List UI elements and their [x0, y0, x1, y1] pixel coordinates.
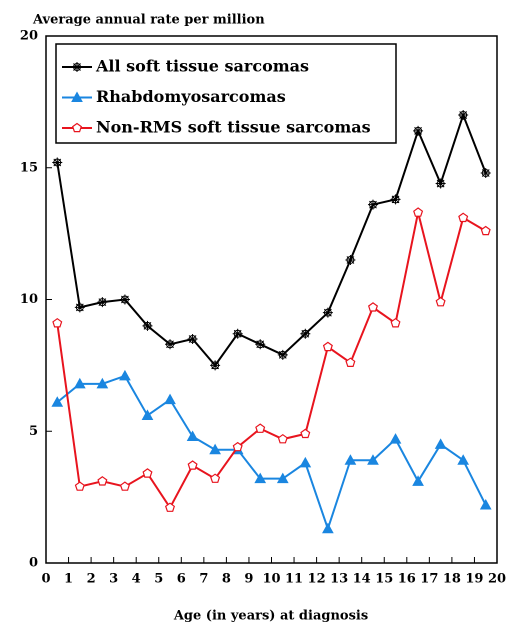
marker — [71, 122, 83, 133]
x-tick-label: 3 — [109, 572, 118, 587]
x-tick-label: 0 — [41, 572, 50, 587]
marker — [300, 428, 311, 439]
marker — [322, 522, 334, 534]
x-tick-label: 5 — [154, 572, 163, 587]
marker — [51, 396, 64, 407]
marker — [52, 317, 63, 328]
marker — [52, 157, 63, 168]
series-line — [56, 212, 487, 510]
marker — [389, 433, 402, 444]
legend-label: All soft tissue sarcomas — [95, 57, 309, 76]
y-tick-label: 15 — [20, 160, 38, 175]
x-tick-label: 17 — [420, 572, 438, 587]
marker — [367, 302, 379, 312]
marker — [458, 212, 469, 223]
marker — [210, 473, 221, 483]
x-tick-label: 6 — [177, 572, 186, 587]
marker — [435, 178, 446, 189]
marker — [390, 194, 401, 205]
marker — [209, 443, 221, 455]
marker — [435, 296, 446, 307]
marker — [345, 254, 356, 265]
x-tick-label: 20 — [488, 572, 506, 587]
marker — [186, 430, 199, 442]
x-tick-label: 11 — [285, 572, 303, 587]
x-tick-label: 16 — [398, 572, 416, 587]
x-tick-label: 8 — [222, 572, 231, 587]
marker — [277, 349, 288, 360]
marker — [458, 110, 469, 121]
marker — [164, 393, 176, 405]
marker — [300, 328, 311, 339]
marker — [390, 317, 401, 328]
y-tick-label: 20 — [20, 29, 38, 44]
marker — [165, 339, 176, 350]
marker — [73, 377, 86, 389]
marker — [187, 334, 198, 345]
x-tick-label: 10 — [262, 572, 280, 587]
x-tick-label: 9 — [244, 572, 253, 587]
marker — [367, 199, 378, 210]
x-tick-label: 15 — [375, 572, 393, 587]
marker — [72, 62, 82, 72]
marker — [412, 475, 424, 486]
x-tick-label: 14 — [353, 572, 371, 587]
x-tick-label: 18 — [443, 572, 461, 587]
y-tick-label: 0 — [29, 556, 38, 571]
y-tick-label: 10 — [20, 292, 38, 307]
legend-label: Non-RMS soft tissue sarcomas — [96, 118, 371, 137]
marker — [434, 438, 447, 449]
x-tick-label: 4 — [132, 572, 141, 587]
marker — [164, 502, 176, 512]
marker — [413, 207, 424, 217]
marker — [322, 307, 333, 318]
marker — [97, 476, 108, 486]
marker — [276, 472, 289, 484]
marker — [232, 441, 243, 452]
marker — [413, 125, 424, 136]
marker — [119, 369, 131, 381]
marker — [232, 328, 243, 339]
marker — [322, 341, 333, 352]
series-line — [56, 112, 487, 367]
x-tick-label: 12 — [308, 572, 326, 587]
marker — [255, 423, 266, 433]
marker — [345, 357, 356, 367]
legend-label: Rhabdomyosarcomas — [96, 87, 286, 106]
x-tick-label: 13 — [330, 572, 348, 587]
marker — [97, 297, 108, 308]
marker — [71, 91, 83, 102]
marker — [255, 339, 266, 350]
marker — [299, 456, 312, 468]
marker — [74, 302, 85, 313]
x-tick-label: 19 — [465, 572, 483, 587]
marker — [96, 377, 109, 389]
marker — [119, 481, 130, 491]
marker — [479, 499, 492, 510]
marker — [277, 433, 288, 444]
marker — [344, 454, 357, 465]
marker — [254, 472, 267, 484]
marker — [141, 409, 154, 420]
marker — [480, 225, 491, 236]
legend-box — [55, 43, 397, 144]
x-tick-label: 1 — [64, 572, 73, 587]
x-axis-label: Age (in years) at diagnosis — [173, 609, 368, 624]
chart-title: Average annual rate per million — [32, 13, 265, 28]
marker — [142, 320, 153, 331]
x-tick-label: 2 — [87, 572, 96, 587]
marker — [480, 168, 491, 179]
marker — [119, 294, 130, 305]
series-line — [56, 374, 487, 532]
marker — [187, 460, 198, 470]
marker — [210, 360, 221, 371]
marker — [74, 481, 85, 491]
marker — [457, 454, 470, 465]
y-tick-label: 5 — [29, 424, 38, 439]
marker — [142, 468, 153, 478]
marker — [367, 454, 379, 465]
x-tick-label: 7 — [199, 572, 208, 587]
